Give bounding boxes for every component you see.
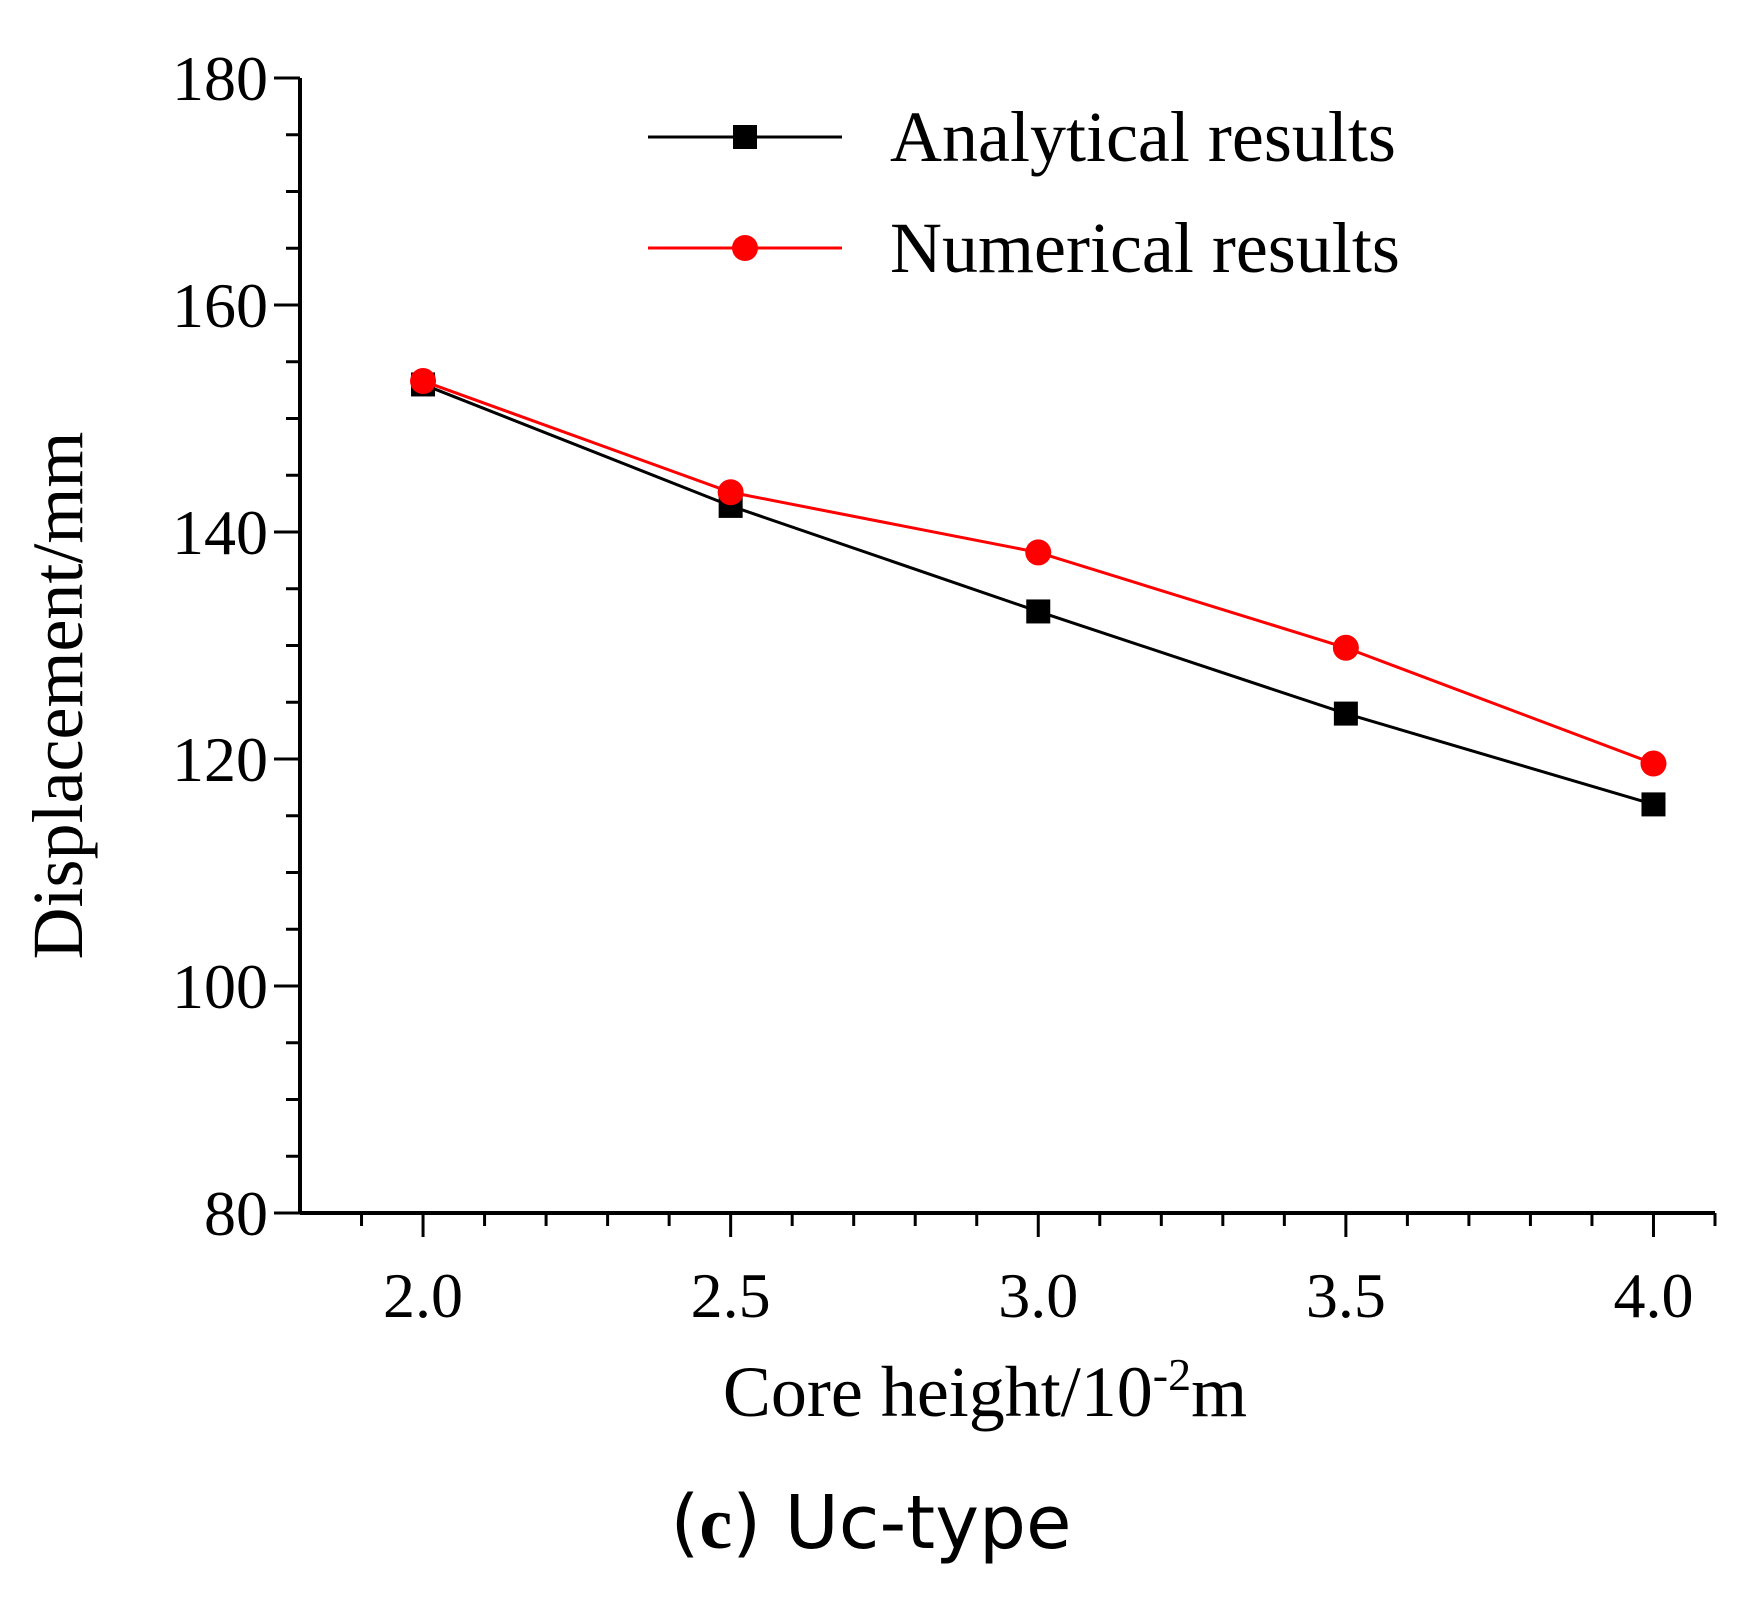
data-point-circle: [1025, 539, 1052, 566]
series-1: [411, 372, 1666, 817]
figure-caption: (c) Uc-type: [0, 1480, 1742, 1567]
data-point-square: [1026, 599, 1051, 624]
legend-marker-circle: [732, 235, 758, 261]
series-layer: [410, 368, 1667, 817]
x-tick-label: 2.5: [691, 1260, 771, 1331]
series-2: [410, 368, 1667, 777]
y-tick-label: 120: [172, 724, 268, 795]
caption-open: (: [670, 1480, 700, 1566]
y-tick-label: 160: [172, 270, 268, 341]
caption-text: Uc-type: [761, 1480, 1072, 1566]
y-tick-label: 80: [204, 1178, 268, 1249]
x-axis-title-unit: m: [1191, 1352, 1247, 1432]
data-point-circle: [1640, 750, 1667, 777]
legend: Analytical results Numerical results: [648, 97, 1400, 288]
legend-label: Numerical results: [890, 208, 1400, 288]
data-point-circle: [410, 368, 437, 395]
axes: 80 100 120 140 160 180 2.0 2.5 3.0 3.5 4.0: [172, 43, 1717, 1331]
series-line: [422, 379, 1655, 765]
y-tick-label: 100: [172, 951, 268, 1022]
x-axis-title: Core height/10-2m: [723, 1349, 1247, 1432]
x-tick-label: 2.0: [383, 1260, 463, 1331]
x-axis-title-main: Core height/10: [723, 1352, 1153, 1432]
legend-label: Analytical results: [890, 97, 1396, 177]
caption-close: ): [732, 1480, 762, 1566]
data-point-circle: [1332, 634, 1359, 661]
data-point-square: [1641, 792, 1666, 817]
x-tick-label: 4.0: [1613, 1260, 1693, 1331]
legend-marker-square: [733, 125, 757, 149]
legend-entry-2: Numerical results: [648, 208, 1400, 288]
data-point-circle: [717, 479, 744, 506]
x-tick-label: 3.5: [1306, 1260, 1386, 1331]
x-tick-label: 3.0: [998, 1260, 1078, 1331]
caption-letter: c: [699, 1483, 733, 1565]
x-axis-title-sup: -2: [1153, 1349, 1191, 1400]
y-axis-title: Displacement/mm: [18, 432, 98, 960]
y-tick-label: 140: [172, 497, 268, 568]
y-tick-label: 180: [172, 43, 268, 114]
data-point-square: [1333, 701, 1358, 726]
legend-entry-1: Analytical results: [648, 97, 1396, 177]
